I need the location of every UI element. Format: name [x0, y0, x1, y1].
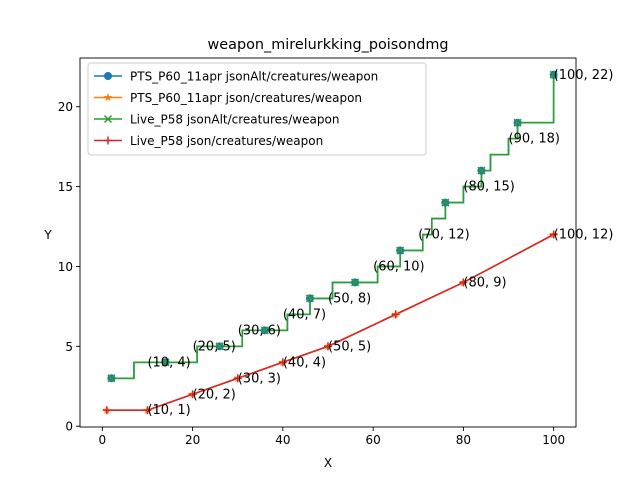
series-4-point [102, 406, 111, 415]
legend-label: PTS_P60_11apr json/creatures/weapon [130, 91, 362, 105]
series-3-point-stroke-b [351, 278, 360, 287]
axes-frame [79, 57, 577, 428]
series-3-point-stroke-b [260, 326, 269, 335]
series-3-point [107, 374, 116, 383]
series-4-point [324, 342, 332, 351]
legend-label: Live_P58 json/creatures/weapon [130, 134, 323, 148]
series-4-point [143, 406, 152, 415]
y-tick-label: 10 [58, 260, 73, 274]
series-3-point [260, 326, 269, 335]
legend: PTS_P60_11apr jsonAlt/creatures/weapon PT… [87, 62, 427, 156]
series-4-point [549, 230, 558, 239]
legend-box [87, 62, 427, 156]
y-tick-label: 0 [65, 420, 73, 434]
series-4-point [278, 358, 287, 367]
point-annotation: (90, 18) [509, 132, 560, 147]
series-3-point-stroke-b [549, 70, 558, 79]
series-4-point [188, 390, 197, 399]
x-tick-label: 100 [542, 433, 565, 447]
point-annotation: (30, 6) [238, 323, 281, 338]
point-annotation: (80, 9) [463, 275, 506, 290]
y-axis-label: Y [43, 228, 52, 242]
x-tick-label: 60 [365, 433, 380, 447]
plot-area: (10, 4)(20, 5)(30, 6)(40, 7)(50, 8) (60, … [79, 57, 614, 428]
point-annotation: (100, 12) [554, 228, 614, 243]
point-annotation: (50, 8) [328, 291, 371, 306]
point-annotation: (30, 3) [238, 371, 281, 386]
point-annotation: (70, 12) [418, 228, 470, 243]
series-3-point [477, 166, 486, 175]
series-4-point [391, 310, 400, 319]
point-annotation: (100, 22) [554, 68, 614, 83]
legend-swatch-marker-stroke-b [103, 114, 113, 124]
series-3-point-stroke-b [477, 166, 486, 175]
point-annotation: (20, 2) [193, 387, 236, 402]
series-3-point [305, 294, 314, 303]
legend-label: PTS_P60_11apr jsonAlt/creatures/weapon [130, 70, 378, 84]
point-annotation: (10, 4) [147, 355, 190, 370]
x-tick-label: 80 [456, 433, 471, 447]
series-3-point [351, 278, 360, 287]
y-tick-label: 5 [65, 340, 73, 354]
point-annotation: (10, 1) [147, 403, 190, 418]
legend-swatch-marker [103, 93, 113, 102]
series-3-point [441, 198, 450, 207]
series-3-point-stroke-b [215, 342, 224, 351]
series-3-point-stroke-b [441, 198, 450, 207]
series-3-point [513, 118, 522, 127]
series-3-point [161, 358, 170, 367]
y-tick-label: 15 [58, 180, 73, 194]
point-annotation: (40, 4) [283, 355, 326, 370]
point-annotation: (60, 10) [373, 259, 425, 274]
series-3-point-stroke-b [161, 358, 170, 367]
chart-title: weapon_mirelurkking_poisondmg [208, 37, 449, 53]
series-4-point [459, 278, 468, 287]
series-3-point [396, 246, 405, 255]
point-annotation: (20, 5) [193, 339, 236, 354]
x-tick-label: 20 [185, 433, 200, 447]
axis-ticks: 0 20 40 60 80 100 0 5 10 15 20 [58, 100, 565, 447]
x-tick-label: 40 [275, 433, 290, 447]
y-tick-label: 20 [58, 100, 73, 114]
point-annotation: (40, 7) [283, 307, 326, 322]
x-axis-label: X [324, 456, 332, 470]
point-annotation: (50, 5) [328, 339, 371, 354]
series-3-point [549, 70, 558, 79]
x-tick-label: 0 [99, 433, 107, 447]
point-annotation: (80, 15) [463, 180, 515, 195]
series-3-point [215, 342, 224, 351]
legend-swatch-marker [103, 114, 113, 124]
series-3-point-stroke-b [396, 246, 405, 255]
legend-swatch-marker [104, 72, 112, 80]
legend-label: Live_P58 jsonAlt/creatures/weapon [130, 113, 339, 127]
series-4-point [233, 374, 242, 383]
series-3-point-stroke-b [513, 118, 522, 127]
series-3-point-stroke-b [107, 374, 116, 383]
series-3-point-stroke-b [305, 294, 314, 303]
legend-swatch-marker [104, 136, 112, 145]
